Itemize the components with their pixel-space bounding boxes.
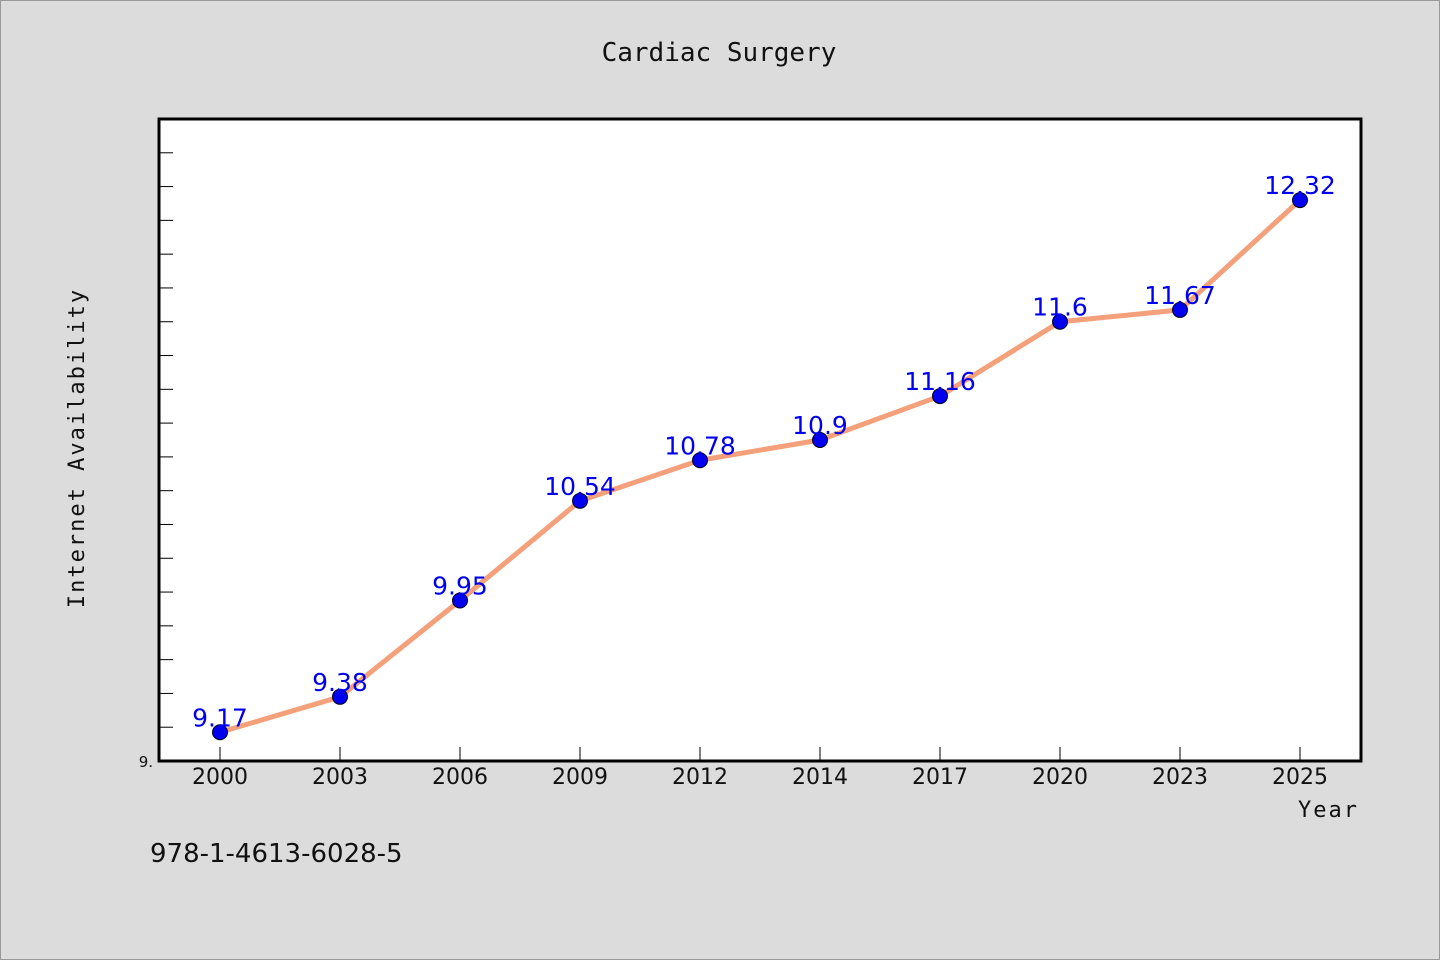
data-point: [812, 432, 828, 448]
data-point: [1292, 192, 1308, 209]
x-tick-label: 2025: [1272, 765, 1328, 790]
data-label: 10.78: [664, 431, 736, 460]
x-tick-label: 2009: [552, 765, 608, 790]
data-label: 12.32: [1264, 171, 1336, 200]
data-point: [1172, 301, 1188, 318]
data-point: [572, 492, 588, 509]
x-tick-label: 2014: [792, 765, 848, 790]
x-axis-label: Year: [1298, 798, 1359, 823]
data-point: [932, 388, 948, 405]
x-tick-label: 2006: [432, 765, 488, 790]
x-tick-label: 2023: [1152, 765, 1208, 790]
data-point: [692, 452, 708, 469]
data-label: 9.17: [192, 703, 248, 732]
data-label: 9.38: [312, 668, 368, 697]
x-tick-label: 2012: [672, 765, 728, 790]
y-axis-ticks: 9.: [139, 152, 173, 771]
y-tick-label: 9.: [139, 753, 153, 771]
series-line: [217, 197, 1303, 735]
chart-title: Cardiac Surgery: [602, 38, 837, 68]
x-tick-label: 2020: [1032, 765, 1088, 790]
data-point: [1052, 313, 1068, 330]
x-tick-label: 2003: [312, 765, 368, 790]
data-label: 9.95: [432, 572, 488, 601]
data-point: [332, 688, 348, 705]
data-label: 10.9: [792, 411, 848, 440]
x-tick-label: 2017: [912, 765, 968, 790]
series-layer: 9.17 9.38 9.95 10.54 10.78 10.9 11.16 11.6 11.67…: [192, 171, 1336, 741]
plot-area: [157, 117, 1363, 763]
data-point: [212, 724, 228, 741]
data-point: [452, 592, 468, 609]
x-tick-label: 2000: [192, 765, 248, 790]
data-label: 11.6: [1032, 293, 1088, 322]
data-label: 11.16: [904, 367, 976, 396]
footer-code: 978-1-4613-6028-5: [150, 839, 403, 869]
data-label: 10.54: [544, 472, 616, 501]
y-axis-label: Internet Availability: [65, 288, 90, 608]
x-axis-ticks: 2000 2003 2006 2009 2012 2014 2017 2020 2023 2025: [192, 747, 1328, 790]
data-label: 11.67: [1144, 281, 1216, 310]
